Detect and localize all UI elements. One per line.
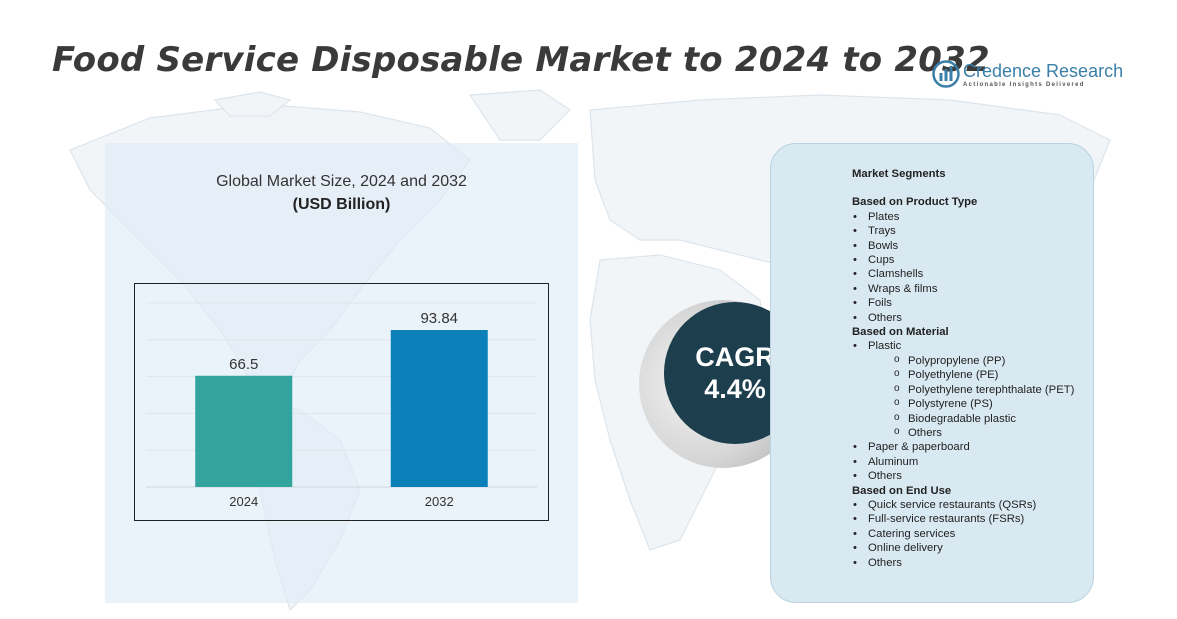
list-item: Online delivery — [852, 541, 1090, 556]
end-use-list: Quick service restaurants (QSRs) Full-se… — [852, 498, 1090, 570]
list-sub-item: Polyethylene terephthalate (PET) — [852, 382, 1090, 397]
bar-2032 — [390, 330, 488, 487]
material-list: Plastic — [852, 339, 1090, 354]
product-type-heading: Based on Product Type — [852, 196, 978, 209]
data-label-2032: 93.84 — [420, 310, 458, 327]
chart-unit: (USD Billion) — [292, 196, 391, 213]
list-item: Trays — [852, 224, 1090, 239]
list-item: Paper & paperboard — [852, 440, 1090, 455]
brand-tagline: Actionable Insights Delivered — [963, 82, 1085, 88]
list-sub-item: Biodegradable plastic — [852, 410, 1090, 426]
list-item: Plastic — [852, 339, 1090, 354]
plastic-sub-list: Polypropylene (PP) Polyethylene (PE) Pol… — [852, 353, 1090, 440]
list-item: Aluminum — [852, 455, 1090, 470]
list-item: Others — [852, 469, 1090, 484]
material-list-more: Paper & paperboard Aluminum Others — [852, 440, 1090, 484]
x-tick-label-2024: 2024 — [229, 494, 258, 509]
bar-chart-logo-icon — [932, 60, 960, 88]
page-title: Food Service Disposable Market to 2024 t… — [52, 40, 990, 80]
end-use-heading: Based on End Use — [852, 484, 952, 497]
segments-title: Market Segments — [852, 168, 946, 180]
cagr-label: CAGR — [695, 342, 775, 372]
chart-title: Global Market Size, 2024 and 2032 — [216, 173, 467, 190]
list-item: Bowls — [852, 239, 1090, 254]
list-sub-item: Polypropylene (PP) — [852, 353, 1090, 368]
brand-logo: Credence Research Actionable Insights De… — [932, 60, 1124, 94]
bar-2024 — [195, 375, 293, 487]
list-item: Others — [852, 556, 1090, 571]
material-heading: Based on Material — [852, 326, 949, 339]
market-size-bar-chart: 66.5 2024 93.84 2032 — [134, 283, 549, 521]
list-sub-item: Others — [852, 425, 1090, 440]
list-item: Plates — [852, 210, 1090, 225]
list-item: Catering services — [852, 527, 1090, 542]
list-item: Foils — [852, 296, 1090, 311]
data-label-2024: 66.5 — [229, 356, 258, 373]
segments-panel: Market Segments Based on Product Type Pl… — [770, 143, 1094, 603]
chart-frame — [134, 283, 549, 521]
list-item: Others — [852, 311, 1090, 326]
list-item: Full-service restaurants (FSRs) — [852, 512, 1090, 527]
x-tick-label-2032: 2032 — [425, 494, 454, 509]
list-item: Wraps & films — [852, 282, 1090, 297]
brand-name: Credence Research — [963, 61, 1124, 81]
list-sub-item: Polystyrene (PS) — [852, 396, 1090, 411]
list-item: Clamshells — [852, 267, 1090, 282]
chart-panel: Global Market Size, 2024 and 2032 (USD B… — [105, 143, 578, 603]
list-item: Cups — [852, 253, 1090, 268]
segments-content: Market Segments Based on Product Type Pl… — [852, 167, 1090, 570]
list-item: Quick service restaurants (QSRs) — [852, 498, 1090, 513]
product-type-list: Plates Trays Bowls Cups Clamshells Wraps… — [852, 210, 1090, 326]
list-sub-item: Polyethylene (PE) — [852, 367, 1090, 382]
cagr-value: 4.4% — [704, 374, 766, 404]
